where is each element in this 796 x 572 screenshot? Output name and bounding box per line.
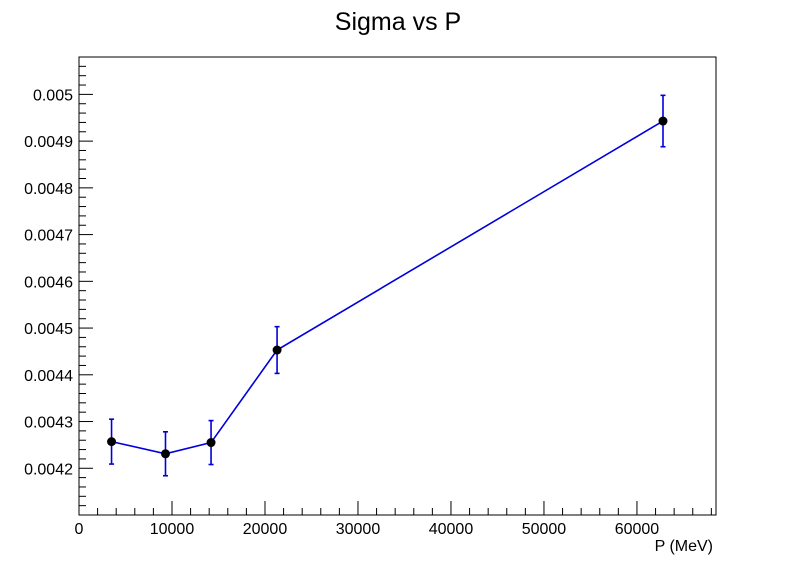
data-point — [107, 437, 117, 447]
x-tick-label: 10000 — [150, 521, 195, 538]
y-tick-label: 0.0049 — [24, 134, 73, 151]
x-tick-label: 60000 — [615, 521, 660, 538]
x-axis-label: P (MeV) — [655, 538, 713, 555]
x-tick-label: 50000 — [522, 521, 567, 538]
x-axis: 0 10000 20000 30000 40000 50000 60000 — [75, 501, 712, 538]
y-tick-label: 0.0046 — [24, 274, 73, 291]
x-tick-label: 0 — [75, 521, 84, 538]
series-line — [111, 120, 664, 455]
data-point — [272, 345, 282, 355]
data-point — [658, 116, 668, 126]
y-tick-label: 0.005 — [33, 87, 73, 104]
data-point — [160, 449, 170, 459]
y-axis: 0.0042 0.0043 0.0044 0.0045 0.0046 0.0047 0.00… — [24, 56, 93, 516]
y-tick-label: 0.0042 — [24, 461, 73, 478]
x-tick-label: 40000 — [429, 521, 474, 538]
y-tick-label: 0.0047 — [24, 228, 73, 245]
x-tick-label: 20000 — [243, 521, 288, 538]
plot-area — [107, 94, 668, 477]
y-tick-label: 0.0044 — [24, 368, 73, 385]
plot-frame — [78, 56, 717, 516]
y-tick-label: 0.0043 — [24, 415, 73, 432]
chart-title: Sigma vs P — [335, 8, 461, 36]
x-tick-label: 30000 — [336, 521, 381, 538]
data-point — [206, 438, 216, 448]
y-tick-label: 0.0045 — [24, 321, 73, 338]
y-tick-label: 0.0048 — [24, 181, 73, 198]
